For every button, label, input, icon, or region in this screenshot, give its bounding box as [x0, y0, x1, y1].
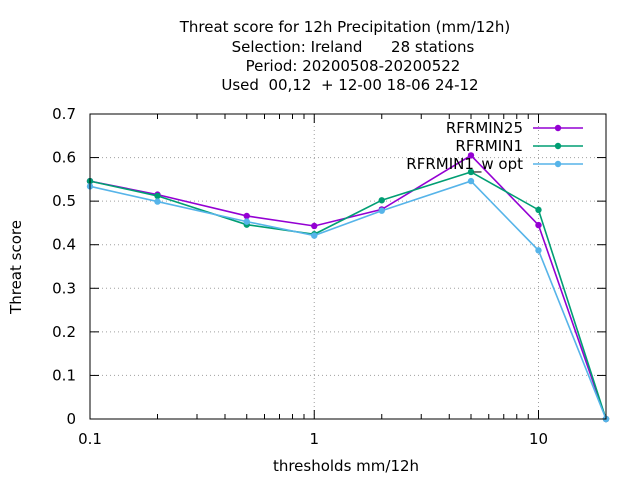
data-point	[535, 221, 542, 229]
data-point	[535, 206, 542, 214]
plot-frame	[89, 113, 607, 420]
y-tick-label: 0.1	[52, 366, 76, 384]
y-tick-label: 0.7	[52, 105, 76, 123]
data-point	[378, 207, 385, 214]
x-tick-label: 0.1	[78, 430, 102, 448]
grid	[90, 114, 606, 419]
legend-label: RFRMIN1_w opt	[406, 155, 523, 174]
title-line-1: Threat score for 12h Precipitation (mm/1…	[179, 18, 511, 36]
data-point	[378, 197, 385, 204]
title-line-4: Used 00,12 + 12-00 18-06 24-12	[221, 76, 478, 94]
legend-marker	[554, 124, 562, 132]
data-point	[535, 247, 542, 254]
y-tick-label: 0.5	[52, 192, 76, 210]
data-point	[311, 222, 318, 230]
legend-marker	[554, 160, 562, 168]
data-point	[311, 232, 318, 239]
title-line-2: Selection: Ireland 28 stations	[232, 38, 475, 56]
x-tick-label: 1	[309, 430, 319, 448]
data-point	[467, 177, 475, 185]
data-point	[154, 198, 161, 205]
title-line-3: Period: 20200508-20200522	[246, 57, 461, 75]
chart-title: Threat score for 12h Precipitation (mm/1…	[179, 18, 511, 94]
y-tick-label: 0.2	[52, 323, 76, 341]
x-tick-label: 10	[529, 430, 548, 448]
series-group	[86, 152, 610, 423]
legend-label: RFRMIN1	[455, 137, 523, 155]
data-point	[243, 218, 250, 225]
legend-marker	[554, 142, 562, 150]
series-line-2	[89, 171, 607, 420]
legend-label: RFRMIN25	[446, 119, 523, 137]
data-point	[154, 192, 161, 200]
series-line-3	[89, 180, 607, 420]
axis-ticks: 00.10.20.30.40.50.60.70.1 1 10	[52, 105, 607, 448]
data-point	[243, 212, 250, 220]
y-tick-label: 0.6	[52, 149, 76, 167]
y-tick-label: 0	[66, 410, 76, 428]
y-tick-label: 0.3	[52, 279, 76, 297]
x-axis-label: thresholds mm/12h	[273, 457, 419, 475]
y-axis-label: Threat score	[7, 220, 25, 315]
series-line-1	[89, 154, 607, 420]
data-point	[467, 168, 475, 176]
y-tick-label: 0.4	[52, 236, 76, 254]
data-point	[467, 152, 475, 159]
